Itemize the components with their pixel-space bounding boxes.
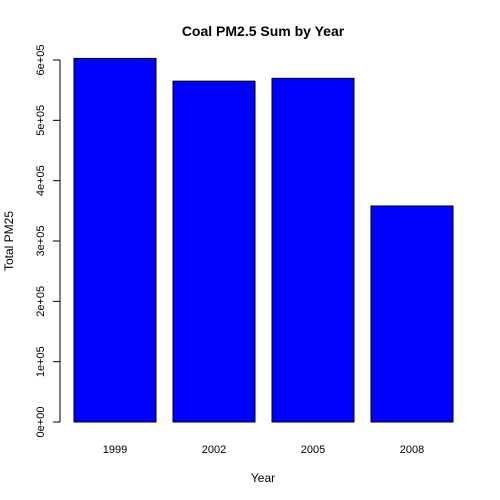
bar-2005	[271, 77, 355, 423]
chart-title: Coal PM2.5 Sum by Year	[182, 23, 345, 39]
x-axis-tick-labels: 1999 2002 2005 2008	[103, 444, 424, 456]
bars-group	[73, 57, 454, 423]
y-tick-label: 1e+05	[35, 346, 47, 377]
y-tick-label: 2e+05	[35, 286, 47, 317]
y-tick-label: 6e+05	[35, 45, 47, 76]
x-tick-label-2005: 2005	[301, 444, 325, 456]
y-tick-label: 3e+05	[35, 226, 47, 257]
x-tick-label-1999: 1999	[103, 444, 127, 456]
y-axis-label: Total PM25	[2, 211, 16, 271]
x-axis-label: Year	[251, 471, 275, 485]
y-tick-label: 0e+00	[35, 407, 47, 438]
bar-1999	[73, 57, 157, 423]
x-tick-label-2008: 2008	[400, 444, 424, 456]
y-tick-label: 5e+05	[35, 105, 47, 136]
x-tick-label-2002: 2002	[202, 444, 226, 456]
bar-2008	[370, 205, 454, 423]
y-tick-label: 4e+05	[35, 165, 47, 196]
y-axis-ticks: 0e+00 1e+05 2e+05 3e+05 4e+05 5e+05 6e+05	[35, 45, 60, 438]
bar-2002	[172, 80, 256, 423]
